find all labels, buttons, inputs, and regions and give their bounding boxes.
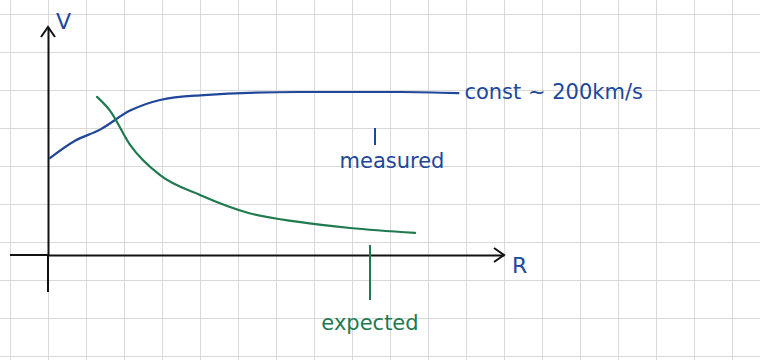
leader-line [374,128,376,145]
axis-extension [47,255,49,292]
chart: R Vconst ~ 200km/s measured expected [0,0,760,360]
series-label: measured [340,149,445,173]
arrowhead [41,27,55,37]
x-axis-title: R [512,253,527,278]
plot-area [50,92,459,233]
labels: const ~ 200km/s measured expected [321,80,643,335]
y-axis-title: V [56,9,71,34]
annotation: const ~ 200km/s [464,80,643,104]
leader-line [369,245,371,300]
y-axis [48,28,49,256]
x-axis [49,255,505,256]
arrowhead [494,248,504,262]
axis-decoration [10,27,504,292]
series-label: expected [321,311,418,335]
axis-extension [10,254,48,256]
axis-line [48,28,50,256]
axis-line [49,255,505,257]
